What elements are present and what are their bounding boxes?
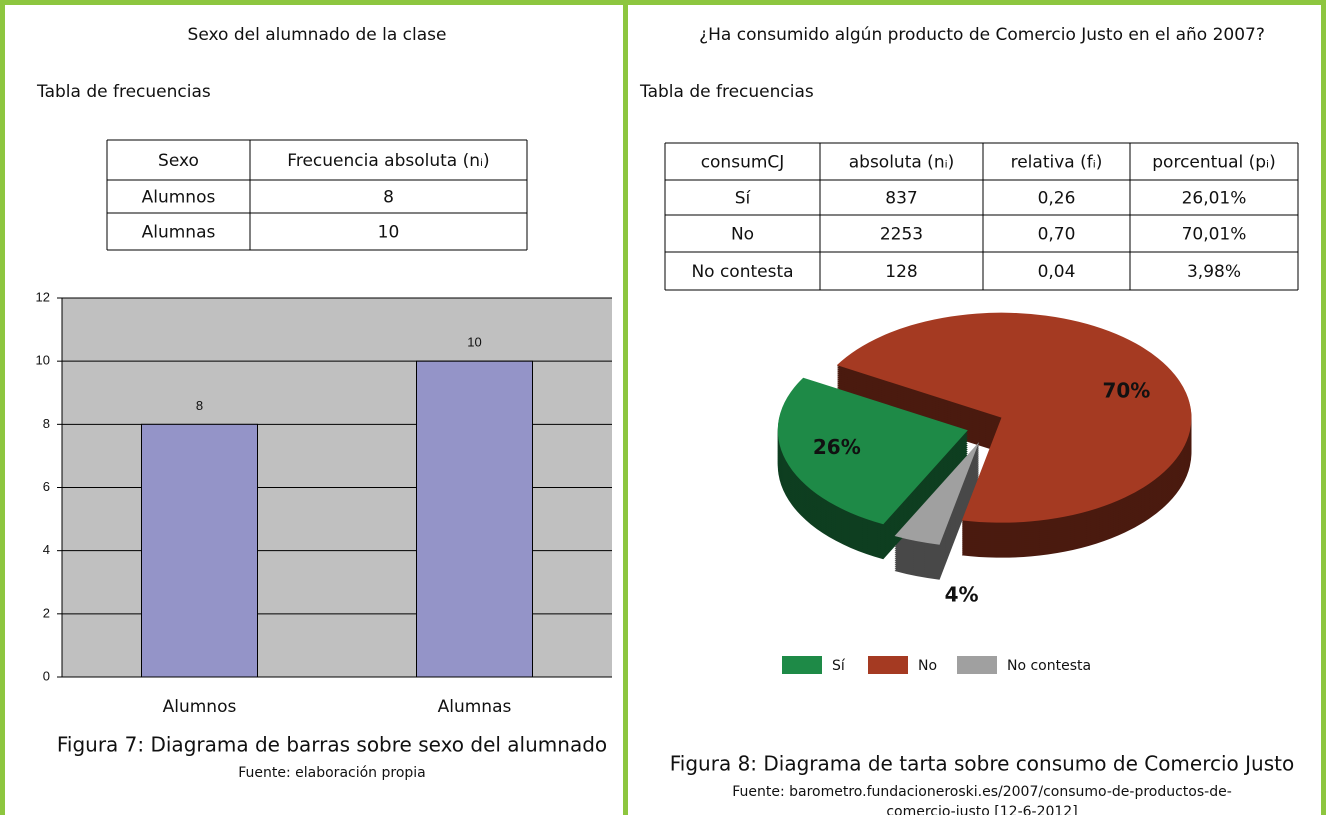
legend-label: No contesta	[1007, 658, 1091, 674]
table-cell: 2253	[880, 225, 923, 245]
table-header: Frecuencia absoluta (nᵢ)	[287, 151, 489, 171]
bar	[416, 360, 533, 678]
slice	[777, 377, 968, 525]
table-cell: 0,26	[1038, 189, 1076, 209]
y-tick-label: 4	[43, 542, 50, 557]
top-border	[0, 0, 1326, 5]
data-label: 10	[467, 335, 481, 350]
table-cell: 26,01%	[1182, 189, 1247, 209]
x-tick-label: Alumnos	[163, 697, 237, 717]
caption: Figura 8: Diagrama de tarta sobre consum…	[670, 752, 1294, 776]
slice	[836, 312, 1192, 523]
y-tick-label: 8	[43, 416, 50, 431]
table-cell: 70,01%	[1182, 225, 1247, 245]
right-border	[1321, 0, 1326, 815]
y-tick-label: 2	[43, 605, 50, 620]
divider	[623, 0, 628, 815]
table-cell: 0,70	[1038, 225, 1076, 245]
data-label: 70%	[1102, 379, 1150, 403]
panel-title: Sexo del alumnado de la clase	[188, 25, 447, 45]
source: Fuente: barometro.fundacioneroski.es/200…	[732, 784, 1232, 800]
table-cell: 10	[378, 223, 400, 243]
table-cell: 3,98%	[1187, 262, 1241, 282]
table-cell: Alumnas	[142, 223, 216, 243]
table-cell: No contesta	[691, 262, 793, 282]
table-header: porcentual (pᵢ)	[1152, 153, 1275, 173]
table-cell: Alumnos	[142, 188, 216, 208]
table-cell: Sí	[735, 189, 752, 209]
source: comercio-justo [12-6-2012]	[886, 804, 1077, 815]
table-label: Tabla de frecuencias	[36, 82, 211, 102]
table-header: consumCJ	[701, 153, 785, 173]
slice	[894, 441, 980, 545]
table-header: absoluta (nᵢ)	[849, 153, 955, 173]
y-tick-label: 12	[36, 289, 50, 304]
left-border	[0, 0, 5, 815]
legend-swatch	[782, 656, 822, 674]
caption: Figura 7: Diagrama de barras sobre sexo …	[57, 733, 607, 757]
table-header: Sexo	[158, 151, 199, 171]
data-label: 4%	[945, 583, 979, 607]
table-cell: 8	[383, 188, 394, 208]
y-tick-label: 10	[36, 353, 50, 368]
table-cell: 837	[885, 189, 917, 209]
table-header: relativa (fᵢ)	[1011, 153, 1103, 173]
table-cell: 128	[885, 262, 917, 282]
table-label: Tabla de frecuencias	[639, 82, 814, 102]
table-cell: No	[731, 225, 754, 245]
source: Fuente: elaboración propia	[238, 765, 426, 781]
legend-swatch	[868, 656, 908, 674]
table-cell: 0,04	[1038, 262, 1076, 282]
legend-label: No	[918, 658, 937, 674]
panel-title: ¿Ha consumido algún producto de Comercio…	[699, 25, 1265, 45]
data-label: 26%	[813, 435, 861, 459]
y-tick-label: 6	[43, 479, 50, 494]
data-label: 8	[196, 398, 203, 413]
x-tick-label: Alumnas	[438, 697, 512, 717]
legend-label: Sí	[832, 658, 846, 674]
y-tick-label: 0	[43, 668, 50, 683]
legend-swatch	[957, 656, 997, 674]
bar	[141, 423, 258, 678]
